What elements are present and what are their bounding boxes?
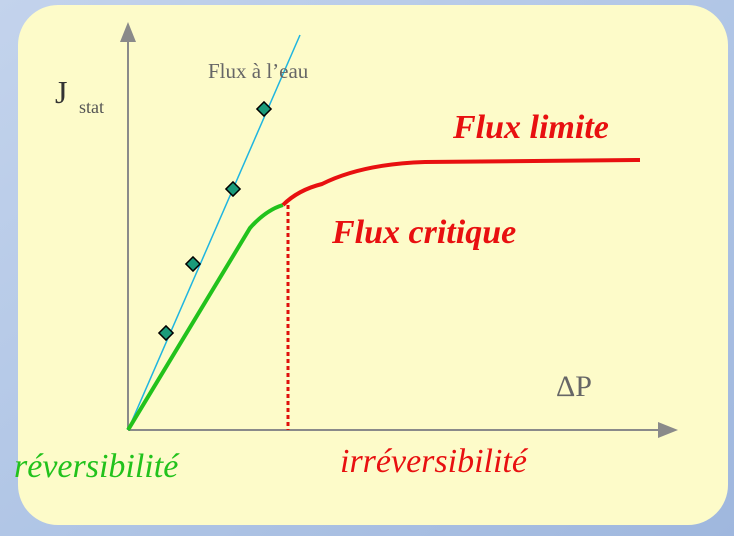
left-zone-label: réversibilité — [14, 448, 180, 485]
limit-flux-label: Flux limite — [452, 109, 609, 146]
water-flux-points — [157, 100, 273, 342]
reversible-curve — [126, 203, 284, 432]
panel — [18, 5, 728, 525]
y-axis-label-sub: stat — [79, 97, 104, 117]
point — [184, 255, 202, 273]
y-axis-label: J — [55, 74, 67, 110]
water-flux-line — [127, 34, 301, 431]
point — [255, 100, 273, 118]
right-zone-label: irréversibilité — [340, 443, 529, 480]
point — [157, 324, 175, 342]
water-flux-label: Flux à l’eau — [208, 59, 309, 83]
x-axis-label: ΔP — [556, 370, 592, 403]
critical-flux-label: Flux critique — [331, 214, 516, 251]
irreversible-curve — [281, 158, 641, 207]
point — [224, 180, 242, 198]
